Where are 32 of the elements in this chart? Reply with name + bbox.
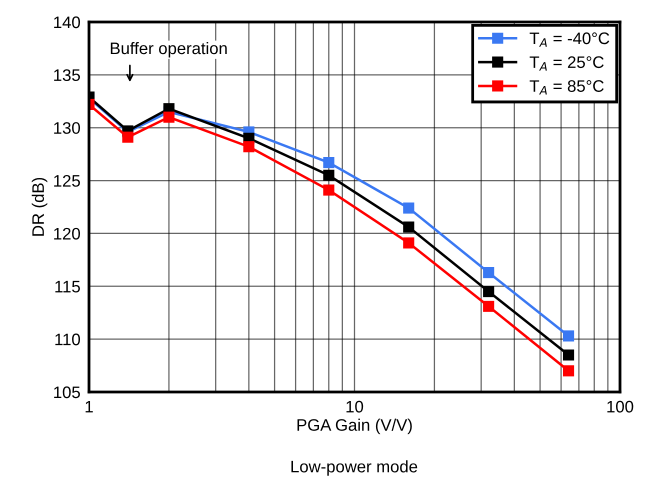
point [323,170,334,181]
point [323,157,334,168]
point [483,266,494,278]
point [562,349,574,361]
point [243,141,254,152]
text: Low-power mode [291,460,418,476]
legend-label: T$_{A}$ = -40°C [530,32,610,47]
y-tick-label: 105 [54,386,80,398]
y-tick-label: 120 [54,228,80,240]
x-tick-label: 100 [607,400,634,413]
x-tick-label: 10 [346,400,364,413]
y-tick-label: 140 [54,16,80,28]
y-tick-label: 135 [54,69,80,82]
x-tick-label: 1 [86,400,93,412]
annotation: Buffer operation [110,42,227,58]
x-axis-title: PGA Gain (V/V) [298,418,412,434]
point [562,330,574,342]
y-tick-label: 115 [55,280,80,292]
legend-label: T$_{A}$ = 25°C [530,56,604,71]
y-tick-label: 125 [54,174,80,187]
legend-label: T$_{A}$ = 85°C [530,80,604,95]
y-tick-label: 110 [55,334,80,346]
point [323,184,334,196]
point [483,300,494,312]
point [403,222,414,233]
point [403,237,414,248]
y-tick-label: 130 [54,122,80,134]
point [163,112,174,123]
y-axis-title: DR (dB) [32,178,48,236]
point [562,365,574,376]
point [483,286,494,298]
point [403,202,414,214]
